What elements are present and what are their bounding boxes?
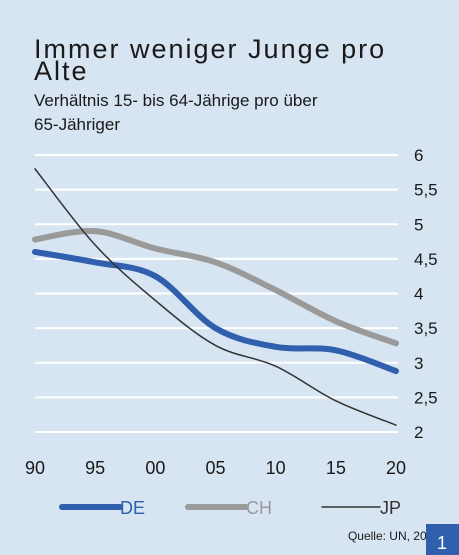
badge-box [426,524,459,555]
legend-label: JP [380,498,401,518]
x-tick-label: 20 [386,458,406,478]
x-tick-label: 15 [326,458,346,478]
chart-subtitle: Verhältnis 15- bis 64-Jährige pro über 65… [34,91,318,134]
x-tick-label: 10 [266,458,286,478]
x-tick-label: 00 [145,458,165,478]
badge: 1 [437,533,447,553]
line-series [32,228,399,347]
y-tick-label: 5 [414,215,423,234]
y-tick-label: 3 [414,354,423,373]
line-series [34,168,397,426]
y-tick-label: 3,5 [414,319,438,338]
legend-label: CH [246,498,272,518]
y-tick-label: 2,5 [414,388,438,407]
text-line: 65-Jähriger [34,115,120,134]
y-tick-label: 4,5 [414,250,438,269]
x-tick-label: 05 [205,458,225,478]
text-line: Immer weniger Junge pro [34,34,386,64]
x-tick-label: 90 [25,458,45,478]
y-tick-label: 2 [414,423,423,442]
source: Quelle: UN, 2009 [348,529,440,543]
x-tick-label: 95 [85,458,105,478]
legend-label: DE [120,498,145,518]
y-tick-label: 5,5 [414,181,438,200]
text-line: Alte [34,56,89,86]
y-tick-label: 4 [414,285,423,304]
chart-title: Immer weniger Junge pro Alte [34,34,386,86]
text-line: Verhältnis 15- bis 64-Jährige pro über [34,91,318,110]
line-series [32,248,399,375]
y-tick-label: 6 [414,146,423,165]
